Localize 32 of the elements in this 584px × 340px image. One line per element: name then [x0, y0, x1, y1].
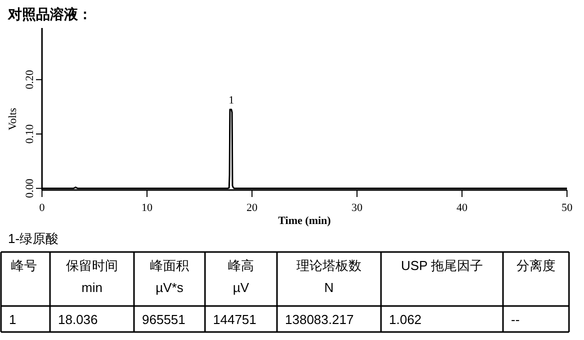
- text: 理论塔板数: [296, 258, 362, 273]
- x-tick-label: 20: [246, 202, 258, 214]
- text: --: [511, 312, 520, 327]
- text: 分离度: [516, 258, 556, 273]
- text: 峰面积: [150, 258, 189, 273]
- annotation: 1: [228, 94, 234, 107]
- x-tick-label: 40: [456, 202, 468, 214]
- x-tick-label: 50: [562, 202, 573, 214]
- y-tick-label: 0.20: [24, 70, 36, 90]
- text: 138083.217: [285, 312, 354, 327]
- text: 18.036: [58, 312, 98, 327]
- x-tick-label: 10: [142, 202, 153, 214]
- text: min: [82, 280, 102, 295]
- text: µV*s: [156, 280, 184, 295]
- x-axis-title: Time (min): [278, 215, 332, 227]
- chart-title: 对照品溶液：: [7, 6, 92, 22]
- y-tick-label: 0.10: [24, 124, 36, 144]
- text: 1.062: [389, 312, 422, 327]
- text: USP 拖尾因子: [400, 258, 484, 273]
- y-tick-label: 0.00: [24, 178, 36, 198]
- text: 965551: [142, 312, 186, 327]
- text: 峰号: [11, 258, 37, 273]
- text: N: [324, 280, 334, 295]
- text: 144751: [213, 312, 256, 327]
- text: 保留时间: [66, 258, 118, 273]
- text: µV: [232, 280, 250, 295]
- text: 1-绿原酸: [8, 231, 59, 246]
- x-tick-label: 0: [39, 202, 46, 214]
- y-axis-title: Volts: [7, 108, 19, 130]
- text: 峰高: [228, 258, 254, 273]
- text: 1: [9, 312, 16, 327]
- x-tick-label: 30: [352, 202, 363, 214]
